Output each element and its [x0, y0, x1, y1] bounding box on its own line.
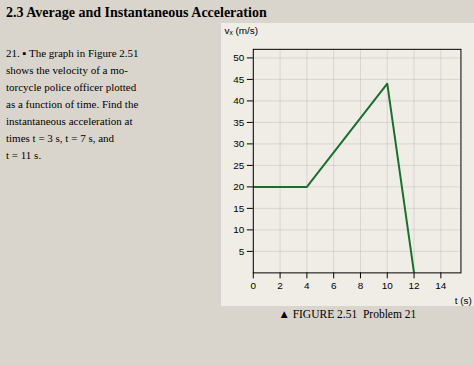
svg-text:14: 14 — [435, 280, 447, 291]
svg-text:40: 40 — [233, 95, 245, 106]
svg-text:8: 8 — [357, 280, 363, 291]
svg-text:10: 10 — [381, 280, 393, 291]
svg-text:10: 10 — [233, 224, 245, 235]
html-text:torcycle police officer plotte: torcycle police officer plotted — [6, 81, 137, 94]
html-text:t = 11 s.: t = 11 s. — [6, 149, 42, 162]
html-text:instantaneous acceleration at: instantaneous acceleration at — [6, 115, 133, 128]
svg-text:20: 20 — [233, 181, 245, 192]
svg-text:15: 15 — [233, 203, 245, 214]
svg-text:50: 50 — [233, 52, 245, 63]
html-text:21. ▪ The graph in Figure 2.51: 21. ▪ The graph in Figure 2.51 — [6, 47, 139, 59]
svg-text:vₓ (m/s): vₓ (m/s) — [224, 25, 258, 36]
svg-text:25: 25 — [233, 160, 245, 171]
html-text:2.3 Average and Instantaneous: 2.3 Average and Instantaneous Accelerati… — [6, 5, 267, 20]
html-text:times t = 3 s, t = 7 s, and: times t = 3 s, t = 7 s, and — [6, 132, 114, 145]
svg-text:30: 30 — [233, 138, 245, 149]
svg-text:2: 2 — [277, 280, 283, 291]
svg-text:5: 5 — [238, 246, 244, 257]
html-text:▲ FIGURE 2.51 Problem 21: ▲ FIGURE 2.51 Problem 21 — [278, 308, 417, 321]
svg-text:35: 35 — [233, 117, 245, 128]
html-text:as a function of time. Find th: as a function of time. Find the — [6, 98, 139, 111]
svg-text:0: 0 — [250, 280, 256, 291]
svg-text:4: 4 — [304, 280, 310, 291]
svg-text:45: 45 — [233, 74, 245, 85]
html-text:shows the velocity of a mo-: shows the velocity of a mo- — [6, 64, 128, 76]
svg-text:t (s): t (s) — [454, 295, 471, 306]
svg-text:12: 12 — [408, 280, 420, 291]
svg-text:6: 6 — [331, 280, 337, 291]
